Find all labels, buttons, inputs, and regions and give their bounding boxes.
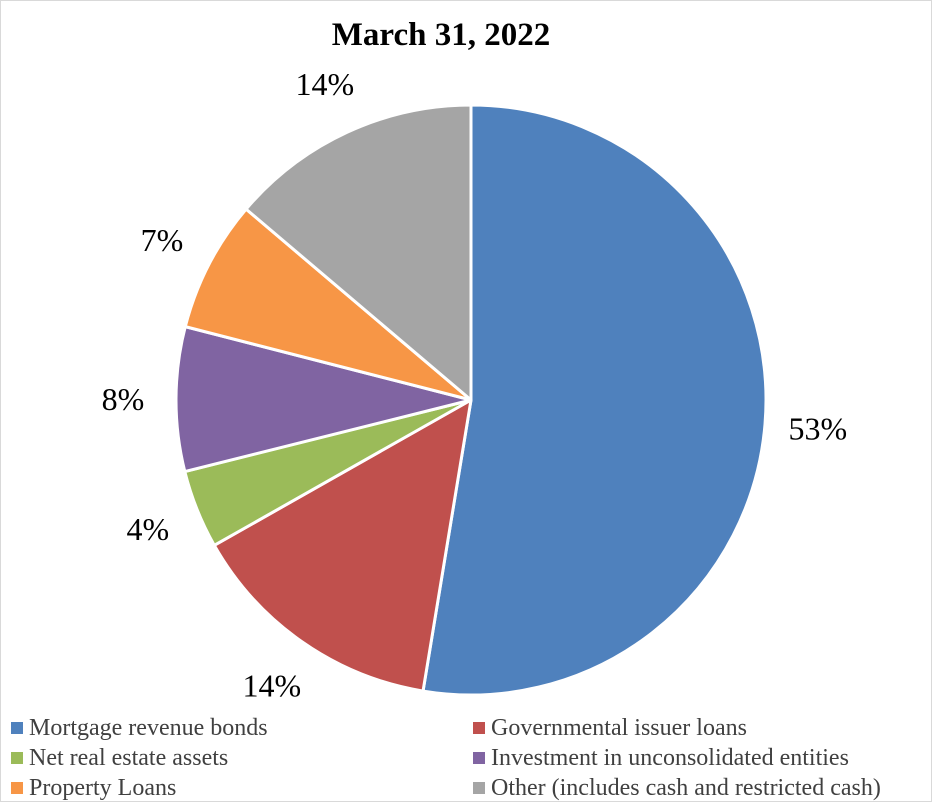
data-label-property-loans: 7% (141, 222, 184, 258)
legend-label: Property Loans (29, 774, 177, 801)
legend-swatch (473, 722, 485, 734)
legend-swatch (11, 722, 23, 734)
data-label-mortgage-revenue-bonds: 53% (789, 410, 848, 446)
data-label-governmental-issuer-loans: 14% (242, 667, 301, 703)
chart-title: March 31, 2022 (331, 17, 551, 53)
legend-label: Governmental issuer loans (491, 714, 747, 741)
legend-item-net-real-estate-assets: Net real estate assets (11, 743, 228, 773)
legend-swatch (11, 782, 23, 794)
data-label-net-real-estate-assets: 4% (127, 511, 170, 547)
legend-swatch (11, 752, 23, 764)
pie-chart: 53% 14% 4% 8% 7% 14% (102, 66, 848, 703)
legend-label: Mortgage revenue bonds (29, 714, 268, 741)
data-label-investment-in-unconsolidated-entities: 8% (102, 381, 145, 417)
legend-swatch (473, 752, 485, 764)
legend: Mortgage revenue bonds Governmental issue… (1, 713, 932, 803)
pie-slice-mortgage-revenue-bonds (421, 103, 768, 697)
legend-label: Investment in unconsolidated entities (491, 744, 849, 771)
legend-item-governmental-issuer-loans: Governmental issuer loans (473, 713, 747, 743)
pie-slice-property-loans (183, 207, 473, 402)
legend-label: Other (includes cash and restricted cash… (491, 774, 881, 801)
pie-slice-other-includes-cash-and-restricted-cash (244, 103, 473, 402)
legend-item-other-includes-cash-and-restricted-cash: Other (includes cash and restricted cash… (473, 773, 881, 803)
data-label-other-includes-cash-and-restricted-cash: 14% (295, 66, 354, 102)
legend-swatch (473, 782, 485, 794)
legend-label: Net real estate assets (29, 744, 229, 771)
legend-item-investment-in-unconsolidated-entities: Investment in unconsolidated entities (473, 743, 849, 773)
legend-item-property-loans: Property Loans (11, 773, 176, 803)
pie-slice-investment-in-unconsolidated-entities (174, 325, 473, 474)
pie-slice-governmental-issuer-loans (212, 398, 473, 693)
legend-item-mortgage-revenue-bonds: Mortgage revenue bonds (11, 713, 268, 743)
